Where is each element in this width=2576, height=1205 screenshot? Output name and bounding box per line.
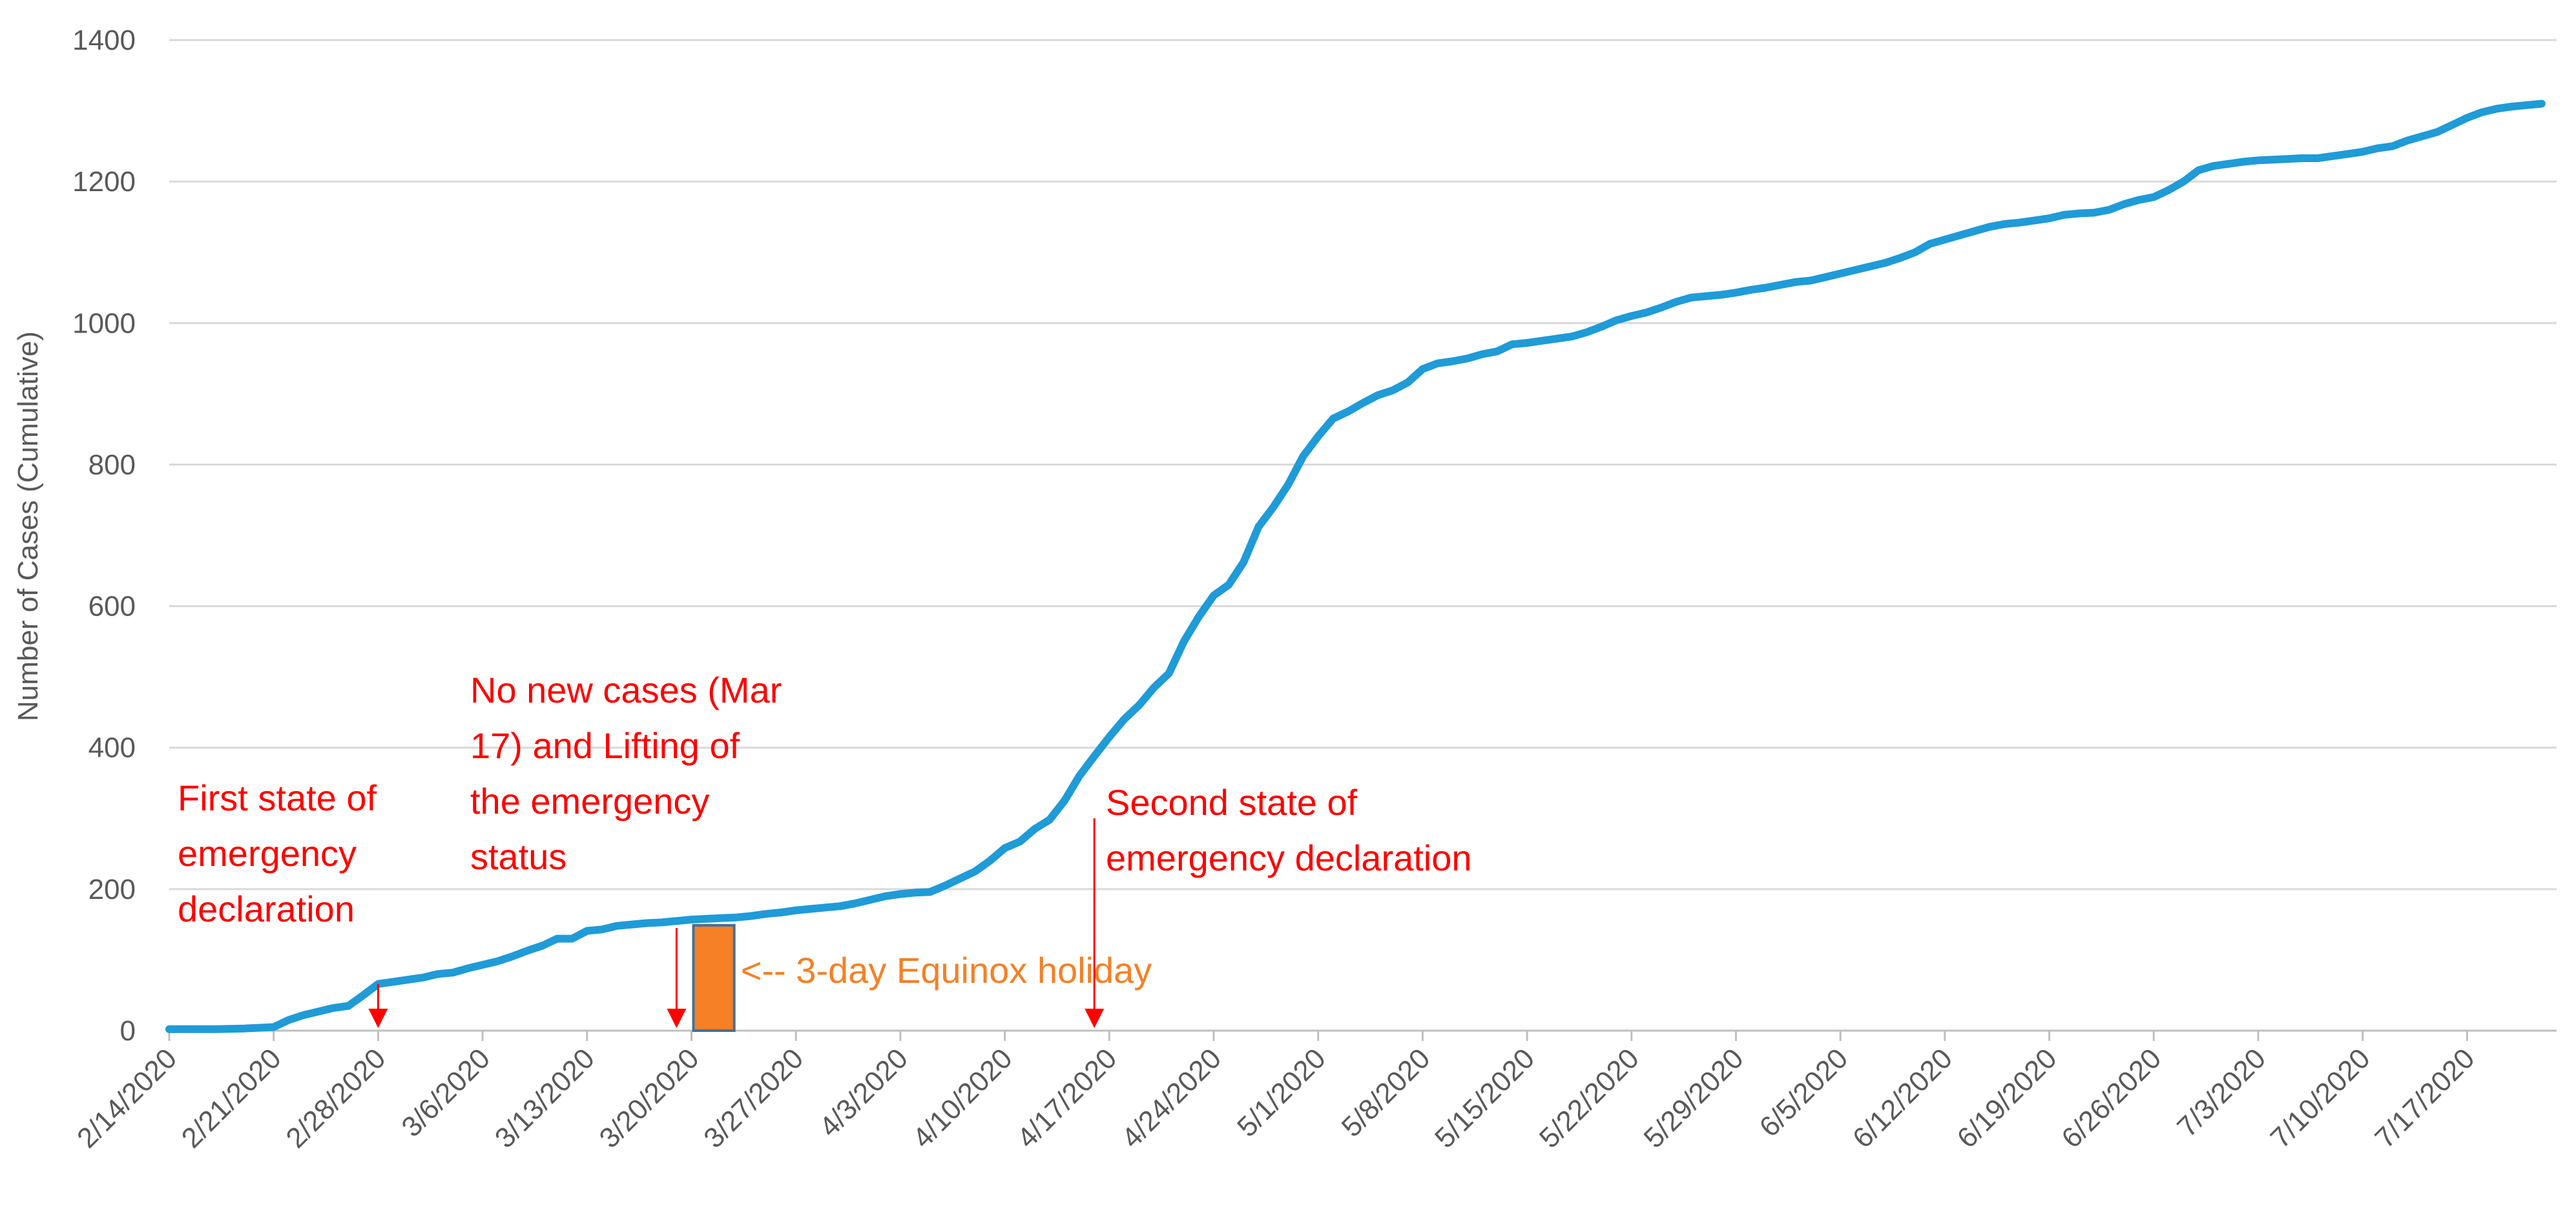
annotation-arrow-head bbox=[667, 1009, 687, 1028]
x-tick-label: 5/1/2020 bbox=[1231, 1042, 1332, 1143]
y-tick-label: 200 bbox=[88, 874, 136, 905]
annotation-line: emergency bbox=[178, 833, 357, 874]
annotations: First state of emergency declaration No new… bbox=[178, 670, 1472, 929]
holiday-marker: <-- 3-day Equinox holiday bbox=[692, 923, 1152, 1033]
x-tick-label: 6/5/2020 bbox=[1754, 1042, 1854, 1143]
x-tick-label: 3/13/2020 bbox=[489, 1042, 601, 1154]
annotation-line: the emergency bbox=[470, 781, 709, 821]
annotation-line: Second state of bbox=[1106, 782, 1358, 823]
x-tick-label: 3/6/2020 bbox=[395, 1042, 496, 1143]
y-axis-label: Number of Cases (Cumulative) bbox=[12, 331, 44, 721]
x-tick-label: 4/24/2020 bbox=[1116, 1042, 1227, 1154]
x-tick-label: 4/10/2020 bbox=[907, 1042, 1019, 1154]
x-tick-label: 5/8/2020 bbox=[1336, 1042, 1437, 1143]
x-tick-label: 7/3/2020 bbox=[2171, 1042, 2272, 1143]
series-line bbox=[165, 99, 2546, 1033]
x-tick-label: 6/12/2020 bbox=[1847, 1042, 1958, 1154]
x-tick-label: 3/27/2020 bbox=[698, 1042, 809, 1154]
annotation-line: status bbox=[470, 836, 566, 877]
x-tick-label: 6/19/2020 bbox=[1951, 1042, 2063, 1154]
x-tick-label: 5/29/2020 bbox=[1638, 1042, 1750, 1154]
x-tick-label: 7/17/2020 bbox=[2369, 1042, 2480, 1154]
x-tick-label: 5/22/2020 bbox=[1533, 1042, 1645, 1154]
annotation-arrow-head bbox=[1085, 1009, 1105, 1028]
annotation-arrow-head bbox=[368, 1009, 388, 1028]
y-tick-label: 1200 bbox=[72, 166, 136, 198]
x-tick-label: 2/14/2020 bbox=[71, 1042, 183, 1154]
annotation-line: declaration bbox=[178, 889, 355, 929]
holiday-label: <-- 3-day Equinox holiday bbox=[741, 950, 1152, 991]
y-tick-label: 1000 bbox=[72, 307, 136, 339]
annotation-lifting: No new cases (Mar 17) and Lifting of the e… bbox=[470, 670, 782, 877]
annotation-line: emergency declaration bbox=[1106, 838, 1472, 878]
x-tick-label: 6/26/2020 bbox=[2055, 1042, 2167, 1154]
x-tick-label: 2/21/2020 bbox=[176, 1042, 287, 1154]
x-tick-label: 7/10/2020 bbox=[2265, 1042, 2376, 1154]
x-tick-label: 3/20/2020 bbox=[594, 1042, 705, 1154]
series-lines bbox=[165, 99, 2546, 1033]
x-tick-label: 2/28/2020 bbox=[280, 1042, 391, 1154]
annotation-arrows bbox=[368, 818, 1105, 1028]
y-tick-label: 600 bbox=[88, 591, 136, 623]
annotation-second: Second state of emergency declaration bbox=[1106, 782, 1472, 878]
y-tick-label: 1400 bbox=[72, 25, 136, 56]
gridlines bbox=[169, 39, 2557, 891]
x-tick-label: 5/15/2020 bbox=[1429, 1042, 1541, 1154]
annotation-first: First state of emergency declaration bbox=[178, 778, 377, 929]
y-tick-label: 800 bbox=[88, 449, 136, 480]
y-tick-label: 0 bbox=[120, 1015, 136, 1047]
x-tick-label: 4/3/2020 bbox=[813, 1042, 914, 1143]
y-tick-label: 400 bbox=[88, 732, 136, 764]
holiday-bar bbox=[692, 923, 736, 1033]
annotation-line: First state of bbox=[178, 778, 377, 818]
x-axis bbox=[168, 1029, 2557, 1041]
annotation-line: No new cases (Mar bbox=[470, 670, 782, 710]
x-tick-label: 4/17/2020 bbox=[1011, 1042, 1123, 1154]
annotation-line: 17) and Lifting of bbox=[470, 725, 740, 766]
y-axis-ticks: 0 200 400 600 800 1000 1200 1400 bbox=[72, 25, 136, 1047]
